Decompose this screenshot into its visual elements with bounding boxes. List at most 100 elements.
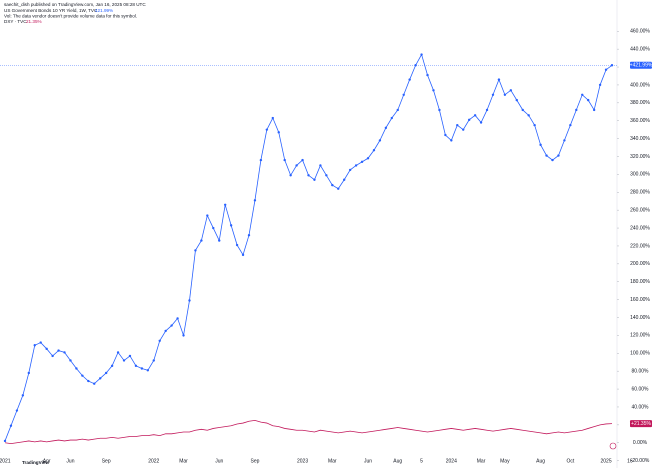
point: [354, 164, 358, 167]
point: [223, 203, 227, 206]
x-tick-label: Apr: [43, 458, 51, 464]
point: [581, 93, 584, 96]
point: [527, 114, 530, 117]
point: [295, 164, 298, 167]
point: [21, 394, 25, 397]
point: [164, 329, 167, 333]
point: [116, 351, 120, 354]
x-tick-label: 2021: [0, 458, 11, 464]
y-tick-label: 240.00%: [630, 225, 650, 231]
point: [3, 439, 7, 443]
y-tick-label: 440.00%: [630, 46, 650, 52]
point: [140, 367, 144, 370]
point: [604, 68, 608, 71]
legend-series-0: US Government Bonds 10 YR Yield, 1W, TVC: [4, 8, 98, 13]
point: [337, 187, 340, 190]
y-tick-label: 460.00%: [630, 29, 650, 35]
point: [110, 364, 114, 368]
x-tick-label: Sep: [102, 458, 111, 464]
point: [372, 149, 376, 152]
point: [384, 126, 388, 130]
x-tick-label: Aug: [393, 458, 402, 464]
point: [301, 158, 304, 162]
point: [533, 123, 536, 127]
point: [569, 123, 572, 127]
point: [9, 424, 13, 427]
event-icon: [609, 442, 617, 450]
legend-series-1: DXY · TVC: [4, 19, 27, 24]
point: [33, 344, 36, 347]
point: [509, 89, 513, 92]
point: [39, 341, 42, 344]
point: [104, 371, 108, 375]
point: [485, 108, 489, 112]
x-tick-label: May: [500, 458, 510, 464]
point: [158, 339, 161, 342]
point: [69, 359, 72, 362]
footer-logo: TradingView: [22, 460, 49, 465]
point: [551, 158, 554, 162]
point: [247, 234, 251, 237]
point: [348, 168, 352, 172]
point: [75, 367, 78, 370]
x-tick-label: 5: [420, 458, 423, 464]
y-tick-label: 120.00%: [630, 333, 650, 339]
point: [271, 116, 274, 120]
point: [331, 183, 334, 187]
point: [176, 317, 179, 320]
y-tick-label: 180.00%: [630, 279, 650, 285]
point: [134, 364, 138, 368]
point: [27, 371, 31, 375]
point: [63, 351, 66, 354]
point: [152, 359, 155, 362]
point: [396, 108, 399, 112]
y-tick-label: 40.00%: [632, 404, 650, 410]
point: [402, 93, 405, 96]
y-tick-label: 140.00%: [630, 315, 650, 321]
point: [598, 83, 602, 87]
point: [426, 73, 429, 77]
point: [462, 128, 465, 131]
y-tick-label: 260.00%: [630, 207, 650, 213]
point: [491, 93, 495, 96]
x-tick-label: Mar: [328, 458, 337, 464]
y-tick-label: 340.00%: [630, 136, 650, 142]
point: [45, 347, 48, 351]
y-tick-label: 0.00%: [633, 440, 648, 446]
point: [545, 154, 548, 157]
point: [497, 78, 501, 81]
legend-value-1: 21.35%: [26, 19, 42, 24]
x-tick-label: Jun: [66, 458, 74, 464]
point: [259, 158, 263, 162]
point: [414, 64, 417, 67]
point: [218, 239, 221, 242]
point: [122, 359, 126, 362]
point: [450, 139, 453, 142]
y-tick-label: 360.00%: [630, 118, 650, 124]
point: [473, 114, 477, 117]
point: [87, 379, 90, 383]
point: [521, 108, 524, 112]
point: [194, 249, 197, 252]
y-tick-label: 320.00%: [630, 154, 650, 160]
point: [366, 157, 370, 160]
point: [241, 253, 245, 257]
y-tick-label: 200.00%: [630, 261, 650, 267]
x-tick-label: 2024: [446, 458, 457, 464]
y-tick-label: 80.00%: [632, 369, 650, 375]
point: [128, 354, 132, 358]
point: [253, 199, 257, 202]
point: [229, 224, 233, 227]
point: [438, 108, 441, 112]
point: [146, 369, 150, 372]
point: [575, 108, 578, 112]
last-price-label: +21.35%: [631, 421, 651, 427]
point: [170, 324, 173, 327]
point: [289, 174, 292, 177]
point: [265, 128, 269, 131]
point: [515, 98, 518, 102]
point: [557, 154, 560, 157]
volume-note: Vol: The data vendor doesn't provide vol…: [4, 14, 137, 19]
point: [313, 178, 316, 181]
x-tick-label: Jun: [215, 458, 223, 464]
